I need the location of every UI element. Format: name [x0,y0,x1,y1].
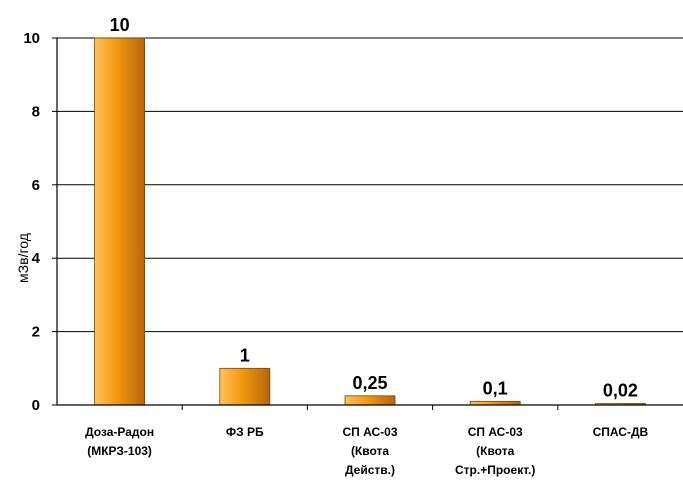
bars [94,37,646,406]
y-tick-label: 4 [32,250,41,267]
y-tick-label: 8 [32,103,40,120]
category-label: СПАС-ДВ [593,425,649,439]
data-label: 1 [240,345,250,365]
y-axis-title: мЗв/год [15,233,31,283]
y-tick-label: 6 [32,177,40,194]
y-tick-label: 2 [32,324,40,341]
data-labels: 10 1 0,25 0,1 0,02 [110,15,638,401]
category-label: ФЗ РБ [226,425,264,439]
category-label: СП АС-03 (Квота Стр.+Проект.) [455,425,535,477]
y-tick-label: 0 [32,397,40,414]
bar [219,367,271,406]
bar [94,37,145,406]
gridlines [57,37,683,333]
data-label: 0,1 [483,378,508,398]
data-label: 0,02 [603,381,638,401]
data-label: 0,25 [352,373,387,393]
category-labels: Доза-Радон (МКРЗ-103) ФЗ РБ СП АС-03 (Квота Д… [85,425,648,477]
axes [56,38,683,410]
y-tick-labels: 0 2 4 6 8 10 [23,30,57,414]
bar [344,395,396,406]
data-label: 10 [110,15,130,35]
category-label: СП АС-03 (Квота Действ.) [342,425,397,477]
category-label: Доза-Радон (МКРЗ-103) [85,425,154,458]
y-tick-label: 10 [23,30,40,47]
